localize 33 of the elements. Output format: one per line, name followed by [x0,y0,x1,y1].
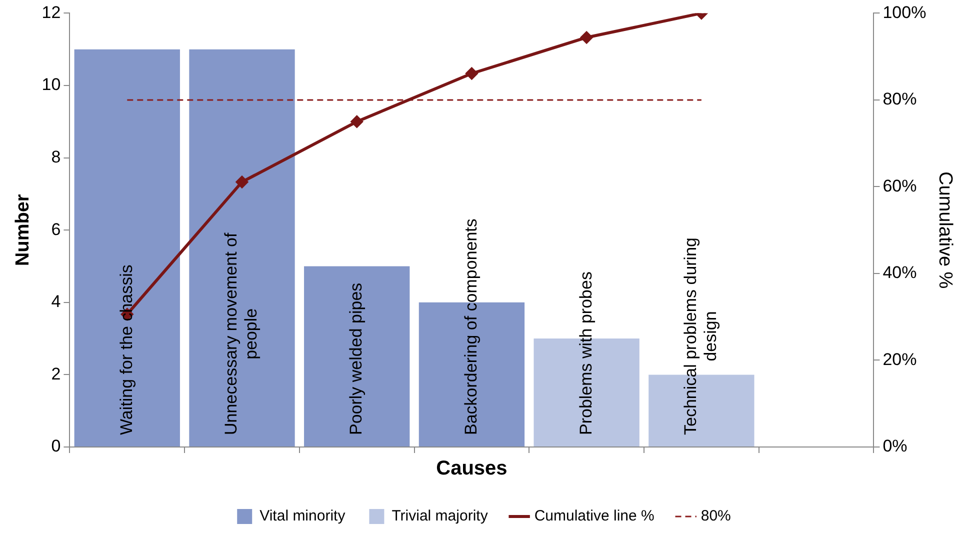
y2-tick-label: 60% [882,176,917,196]
legend-label: Trivial majority [392,508,488,525]
bar [304,266,410,446]
point [350,116,363,128]
x-tick-label: Backordering of components [461,218,480,435]
legend-label: 80% [700,508,731,525]
y2-tick-label: 40% [882,263,917,282]
point [236,176,248,188]
y2-tick-label: 100% [882,2,926,22]
x-tick-label: Waiting for the chassis [116,264,136,435]
point [580,31,593,44]
x-tick-label: Technical problems during design [681,238,720,435]
y2-tick-label: 80% [882,90,917,109]
point [466,68,478,80]
y-tick-label: 12 [42,2,61,22]
bar [189,49,295,446]
x-axis-title: Causes [436,458,508,480]
y2-tick-label: 20% [882,350,917,369]
y-tick-label: 4 [51,292,61,312]
y2-tick-label: 0% [882,436,908,456]
x-tick-label: Unnecessary movement of people [222,232,261,435]
bar [74,49,180,446]
legend-label: Vital minority [260,508,346,525]
y-tick-label: 0 [51,436,61,456]
y-tick-label: 10 [42,75,61,94]
legend-label: Cumulative line % [534,508,654,525]
x-tick-label: Problems with probes [576,272,596,435]
y-axis-title: Number [12,194,34,266]
y-tick-label: 8 [51,147,61,166]
x-tick-label: Poorly welded pipes [346,282,366,435]
y-tick-label: 6 [51,220,61,239]
y-tick-label: 2 [51,364,61,384]
y2-axis-title: Cumulative % [934,171,956,289]
